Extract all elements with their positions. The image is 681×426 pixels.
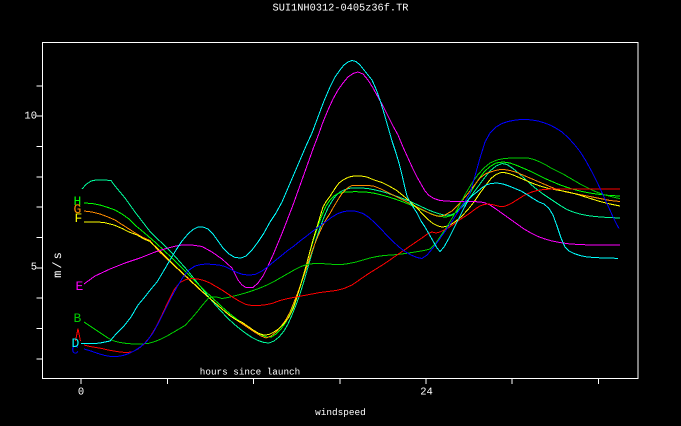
svg-text:F: F xyxy=(75,211,83,226)
svg-text:H: H xyxy=(74,194,82,209)
svg-text:B: B xyxy=(74,311,82,326)
svg-text:10: 10 xyxy=(24,111,37,123)
svg-text:G: G xyxy=(74,202,82,217)
svg-text:windspeed: windspeed xyxy=(315,407,366,418)
svg-text:0: 0 xyxy=(78,386,84,398)
svg-text:C: C xyxy=(72,344,79,358)
svg-text:hours since launch: hours since launch xyxy=(200,367,300,378)
svg-text:SUI1NH0312-0405z36f.TR: SUI1NH0312-0405z36f.TR xyxy=(273,3,409,15)
svg-text:E: E xyxy=(76,279,84,294)
svg-text:D: D xyxy=(72,336,80,351)
svg-text:24: 24 xyxy=(420,386,433,398)
svg-text:m/s: m/s xyxy=(51,250,65,278)
svg-text:5: 5 xyxy=(31,262,37,274)
